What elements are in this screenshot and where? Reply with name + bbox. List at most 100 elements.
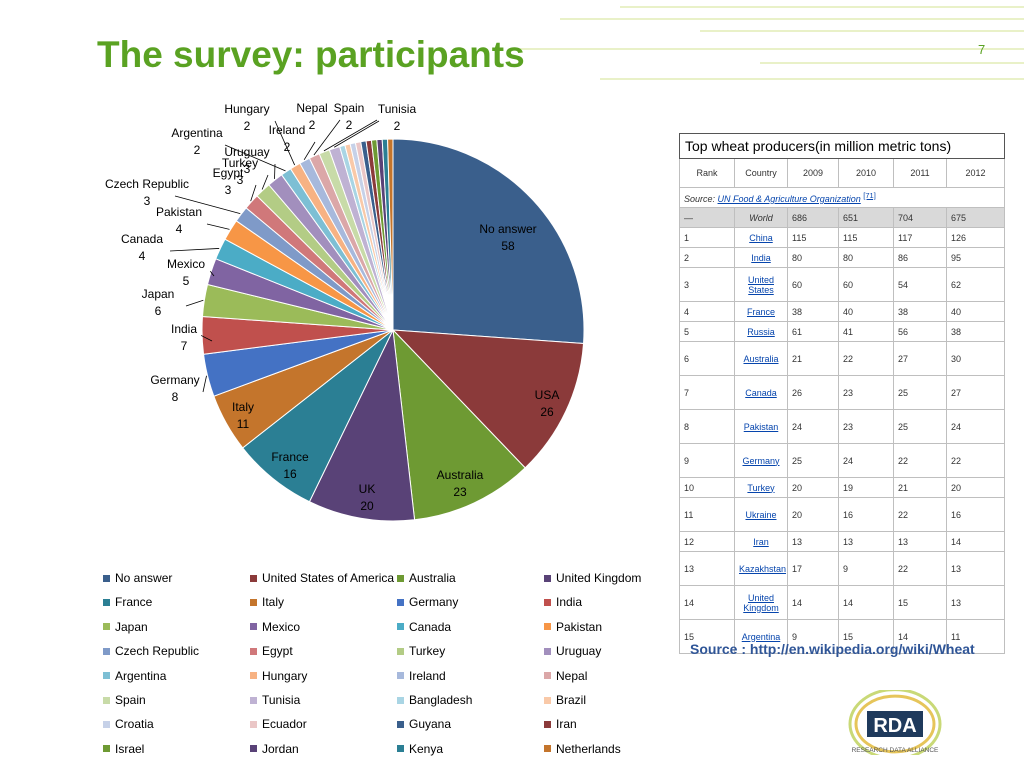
pie-label-ireland: Ireland 2 <box>269 123 306 154</box>
country-link[interactable]: Kazakhstan <box>739 563 787 574</box>
legend-label: Uruguay <box>556 644 602 659</box>
table-row: — World 686 651 704 675 <box>679 207 1006 228</box>
table-cell: 62 <box>945 267 1006 302</box>
country-link[interactable]: Australia <box>743 353 779 364</box>
table-cell: Canada <box>734 375 788 410</box>
table-row: 4 France 38 40 38 40 <box>679 301 1006 322</box>
country-link[interactable]: Iran <box>753 536 769 547</box>
table-cell: World <box>734 207 788 228</box>
table-cell: 704 <box>893 207 947 228</box>
table-cell: 9 <box>838 551 894 586</box>
legend-item-bangladesh: Bangladesh <box>397 693 472 707</box>
legend-item-india: India <box>544 595 582 609</box>
table-cell: 7 <box>679 375 735 410</box>
header-cell: Country <box>734 158 788 188</box>
table-cell: 16 <box>945 497 1006 532</box>
table-cell: 22 <box>893 551 947 586</box>
source-note: Source : http://en.wikipedia.org/wiki/Wh… <box>690 641 975 657</box>
table-cell: 56 <box>893 321 947 342</box>
country-link[interactable]: India <box>751 252 771 263</box>
country-link[interactable]: Turkey <box>747 482 775 493</box>
logo-subtitle: RESEARCH DATA ALLIANCE <box>852 747 939 754</box>
table-row: 15 Argentina 9 15 14 11 <box>679 619 1006 654</box>
leader-line-japan <box>185 299 204 307</box>
pie-label-turkey: Turkey 3 <box>222 156 258 187</box>
legend-label: Croatia <box>115 717 154 732</box>
header-cell: 2009 <box>787 158 839 188</box>
table-cell: 13 <box>945 585 1006 620</box>
table-cell: 11 <box>945 619 1006 654</box>
leader-line-canada <box>169 248 220 252</box>
legend-label: France <box>115 595 153 610</box>
legend-label: Hungary <box>262 668 308 683</box>
header-cell: 2010 <box>838 158 894 188</box>
country-link[interactable]: Russia <box>747 326 775 337</box>
table-cell: 8 <box>679 409 735 444</box>
legend-swatch <box>544 672 551 680</box>
legend-item-jordan: Jordan <box>250 742 299 756</box>
pie-slice-australia <box>392 328 526 521</box>
legend-item-uruguay: Uruguay <box>544 644 601 658</box>
table-cell: 24 <box>945 409 1006 444</box>
pie-slice-no-answer <box>392 138 585 345</box>
legend-item-no-answer: No answer <box>103 571 172 585</box>
legend-swatch <box>250 696 257 704</box>
legend-item-nepal: Nepal <box>544 669 587 683</box>
pie-label-italy: Italy 11 <box>232 400 254 431</box>
country-link[interactable]: Canada <box>745 387 777 398</box>
decorative-stripes <box>0 0 1024 95</box>
table-cell: 20 <box>787 477 839 498</box>
pie-label-spain: Spain 2 <box>334 101 365 132</box>
legend-item-united-states-of-america: United States of America <box>250 571 394 585</box>
table-cell: 80 <box>838 247 894 268</box>
table-cell: 15 <box>679 619 735 654</box>
legend-swatch <box>250 598 257 606</box>
legend-swatch <box>103 598 110 606</box>
table-row: 11 Ukraine 20 16 22 16 <box>679 497 1006 532</box>
slide-title: The survey: participants <box>97 34 525 75</box>
country-link[interactable]: Ukraine <box>745 509 777 520</box>
legend-item-argentina: Argentina <box>103 669 166 683</box>
table-cell: 30 <box>945 341 1006 376</box>
country-link[interactable]: Germany <box>742 455 780 466</box>
table-cell: Kazakhstan <box>734 551 788 586</box>
table-cell: 13 <box>679 551 735 586</box>
legend-label: Kenya <box>409 741 444 756</box>
pie-label-egypt: Egypt 3 <box>213 166 244 197</box>
legend-item-italy: Italy <box>250 595 284 609</box>
source-label: Source: <box>684 194 718 204</box>
table-cell: 80 <box>787 247 839 268</box>
source-ref[interactable]: [71] <box>863 191 876 200</box>
legend-label: Japan <box>115 619 148 634</box>
country-link[interactable]: France <box>746 306 775 317</box>
table-row: 10 Turkey 20 19 21 20 <box>679 477 1006 498</box>
pie-chart: No answer 58 USA 26 Australia 23 UK 20 France 16 I… <box>105 101 585 522</box>
legend-swatch <box>397 720 404 728</box>
table-row: 8 Pakistan 24 23 25 24 <box>679 409 1006 444</box>
country-link[interactable]: United States <box>747 274 774 295</box>
table-cell: 22 <box>893 497 947 532</box>
table-row: 5 Russia 61 41 56 38 <box>679 321 1006 342</box>
country-link[interactable]: Pakistan <box>743 421 779 432</box>
legend-item-mexico: Mexico <box>250 620 300 634</box>
table-row: 13 Kazakhstan 17 9 22 13 <box>679 551 1006 586</box>
country-link[interactable]: Argentina <box>741 631 781 642</box>
legend-item-iran: Iran <box>544 717 577 731</box>
table-cell: 23 <box>838 409 894 444</box>
table-cell: 686 <box>787 207 839 228</box>
leader-line-germany <box>202 375 207 393</box>
rda-logo: RDA RESEARCH DATA ALLIANCE <box>848 690 942 755</box>
country-link[interactable]: China <box>749 232 773 243</box>
table-cell: 20 <box>945 477 1006 498</box>
legend-label: United States of America <box>262 571 395 585</box>
table-cell: Germany <box>734 443 788 478</box>
table-cell: 1 <box>679 227 735 248</box>
country-link[interactable]: United Kingdom <box>743 592 779 613</box>
table-cell: 3 <box>679 267 735 302</box>
legend-label: Guyana <box>409 717 452 732</box>
source-link[interactable]: UN Food & Agriculture Organization <box>717 194 861 204</box>
legend-swatch <box>103 574 110 582</box>
table-cell: 60 <box>787 267 839 302</box>
logo-text: RDA <box>873 715 916 737</box>
table-cell: France <box>734 301 788 322</box>
